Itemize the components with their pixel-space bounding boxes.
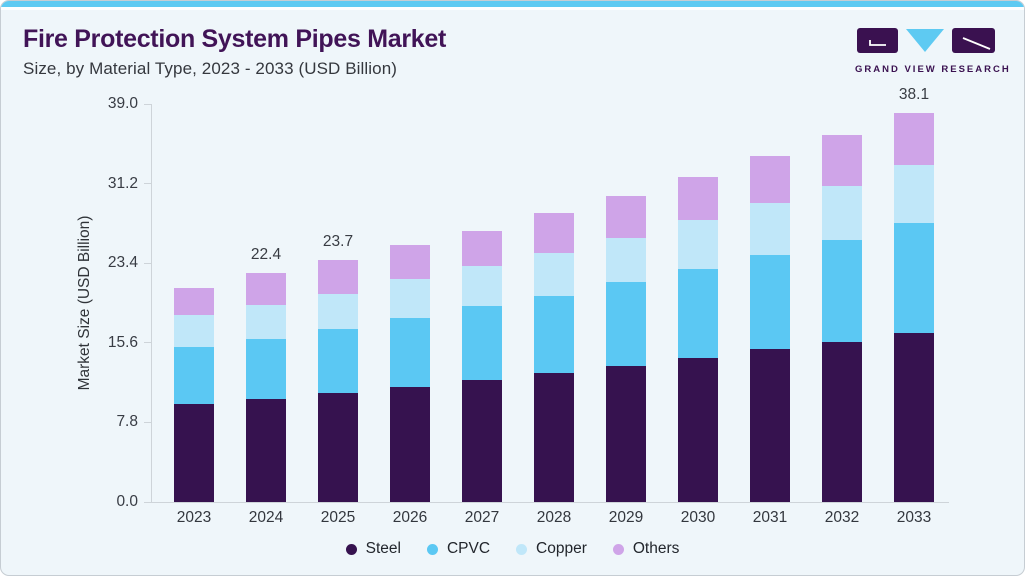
bar-segment-others-2025 bbox=[318, 260, 358, 294]
bar-segment-cpvc-2032 bbox=[822, 239, 862, 342]
bar-segment-copper-2025 bbox=[318, 293, 358, 329]
y-axis-tick-label: 0.0 bbox=[116, 493, 138, 510]
y-axis-tick-label: 31.2 bbox=[107, 174, 138, 192]
bar-segment-others-2033 bbox=[894, 113, 934, 166]
bar-segment-others-2029 bbox=[606, 195, 646, 238]
legend-item-cpvc: CPVC bbox=[426, 540, 491, 558]
x-axis-label-2032: 2032 bbox=[824, 509, 860, 526]
gvr-logo-icon bbox=[857, 28, 995, 53]
legend-label-cpvc: CPVC bbox=[446, 540, 491, 557]
x-axis-line bbox=[151, 502, 949, 503]
y-axis-tick-label: 15.6 bbox=[107, 333, 138, 351]
gvr-logo-text: GRAND VIEW RESEARCH bbox=[855, 64, 1011, 75]
x-axis-label-2033: 2033 bbox=[896, 509, 932, 526]
bar-segment-cpvc-2028 bbox=[534, 295, 574, 374]
bar-segment-others-2023 bbox=[174, 287, 214, 316]
bar-segment-steel-2033 bbox=[894, 332, 934, 502]
bar-total-label-2033: 38.1 bbox=[898, 86, 930, 104]
y-axis-tick bbox=[144, 103, 151, 105]
y-axis-line bbox=[151, 104, 152, 502]
bar-segment-copper-2024 bbox=[246, 305, 286, 339]
bar-segment-copper-2027 bbox=[462, 266, 502, 307]
x-axis-label-2025: 2025 bbox=[320, 509, 356, 526]
bar-segment-steel-2024 bbox=[246, 398, 286, 502]
bar-segment-others-2028 bbox=[534, 213, 574, 253]
legend-dot-copper bbox=[516, 543, 528, 555]
y-axis-tick-label: 7.8 bbox=[116, 413, 138, 431]
bar-segment-steel-2032 bbox=[822, 341, 862, 502]
y-axis-tick bbox=[144, 501, 151, 503]
bar-segment-others-2030 bbox=[678, 177, 718, 221]
y-axis-title: Market Size (USD Billion) bbox=[76, 215, 93, 391]
bar-segment-cpvc-2033 bbox=[894, 223, 934, 333]
legend-item-others: Others bbox=[612, 540, 680, 558]
y-axis-tick bbox=[144, 421, 151, 423]
bar-segment-steel-2029 bbox=[606, 366, 646, 502]
y-axis-tick bbox=[144, 183, 151, 185]
bar-segment-cpvc-2029 bbox=[606, 281, 646, 367]
bar-segment-cpvc-2024 bbox=[246, 338, 286, 399]
legend-dot-others bbox=[612, 543, 624, 555]
bar-total-label-2024: 22.4 bbox=[250, 246, 282, 264]
legend-label-copper: Copper bbox=[536, 540, 587, 557]
y-axis-tick-label: 23.4 bbox=[107, 254, 138, 272]
x-axis-label-2023: 2023 bbox=[176, 509, 212, 526]
x-axis-label-2031: 2031 bbox=[752, 509, 788, 526]
x-axis-label-2028: 2028 bbox=[536, 509, 572, 526]
legend-label-steel: Steel bbox=[365, 540, 401, 557]
page-subtitle: Size, by Material Type, 2023 - 2033 (USD… bbox=[23, 58, 398, 78]
bar-segment-copper-2030 bbox=[678, 220, 718, 270]
x-axis-label-2027: 2027 bbox=[464, 509, 500, 526]
y-axis-tick bbox=[144, 342, 151, 344]
bar-segment-copper-2033 bbox=[894, 165, 934, 224]
top-accent-bar bbox=[1, 1, 1024, 7]
top-accent-underline bbox=[1, 7, 1024, 10]
bar-segment-steel-2030 bbox=[678, 358, 718, 502]
x-axis-label-2024: 2024 bbox=[248, 509, 284, 526]
x-axis-label-2029: 2029 bbox=[608, 509, 644, 526]
bar-segment-others-2024 bbox=[246, 273, 286, 306]
y-axis-tick-label: 39.0 bbox=[107, 95, 138, 112]
bar-segment-cpvc-2031 bbox=[750, 255, 790, 349]
bar-total-label-2025: 23.7 bbox=[322, 233, 354, 251]
bar-segment-cpvc-2026 bbox=[390, 318, 430, 387]
bar-segment-copper-2023 bbox=[174, 315, 214, 347]
chart-legend: Steel CPVC Copper Others bbox=[1, 540, 1024, 558]
bar-segment-copper-2032 bbox=[822, 185, 862, 240]
bar-segment-steel-2025 bbox=[318, 392, 358, 502]
bar-segment-others-2026 bbox=[390, 244, 430, 279]
bar-segment-cpvc-2023 bbox=[174, 346, 214, 405]
bar-segment-cpvc-2025 bbox=[318, 328, 358, 393]
chart-header: Fire Protection System Pipes Market Size… bbox=[23, 25, 446, 79]
grand-view-research-logo: GRAND VIEW RESEARCH bbox=[855, 28, 1011, 75]
bar-segment-others-2031 bbox=[750, 156, 790, 203]
page-title: Fire Protection System Pipes Market bbox=[23, 25, 446, 53]
bar-segment-copper-2028 bbox=[534, 252, 574, 296]
legend-item-copper: Copper bbox=[516, 540, 587, 558]
bar-segment-cpvc-2027 bbox=[462, 306, 502, 380]
bar-segment-copper-2026 bbox=[390, 278, 430, 319]
legend-dot-steel bbox=[345, 543, 357, 555]
y-axis-tick bbox=[144, 262, 151, 264]
bar-segment-steel-2023 bbox=[174, 404, 214, 502]
bar-segment-cpvc-2030 bbox=[678, 269, 718, 359]
legend-item-steel: Steel bbox=[345, 540, 401, 558]
legend-label-others: Others bbox=[632, 540, 680, 557]
x-axis-label-2030: 2030 bbox=[680, 509, 716, 526]
legend-dot-cpvc bbox=[426, 543, 438, 555]
bar-segment-copper-2031 bbox=[750, 202, 790, 256]
bar-segment-steel-2026 bbox=[390, 386, 430, 502]
bar-segment-steel-2027 bbox=[462, 379, 502, 502]
bar-segment-copper-2029 bbox=[606, 237, 646, 282]
bar-segment-steel-2031 bbox=[750, 348, 790, 502]
x-axis-label-2026: 2026 bbox=[392, 509, 428, 526]
bar-segment-others-2027 bbox=[462, 230, 502, 267]
bar-segment-others-2032 bbox=[822, 134, 862, 186]
bar-segment-steel-2028 bbox=[534, 373, 574, 502]
